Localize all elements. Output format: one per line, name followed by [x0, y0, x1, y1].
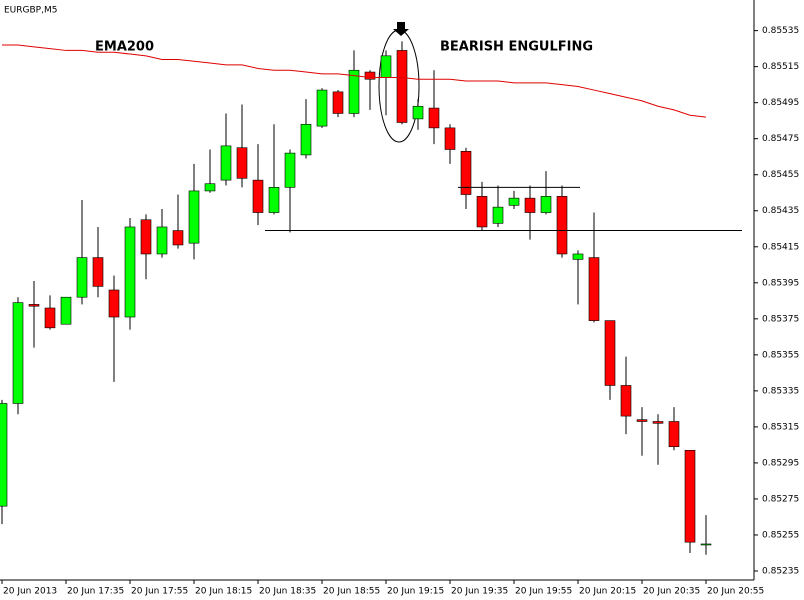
candle-body: [44, 307, 56, 329]
candle-body: [508, 197, 520, 206]
candle-body: [172, 230, 184, 246]
x-tick-label: 20 Jun 18:35: [259, 587, 316, 597]
x-tick-label: 20 Jun 20:15: [579, 587, 636, 597]
annotation: BEARISH ENGULFING: [440, 40, 593, 55]
candle-body: [140, 219, 152, 255]
candle-body: [12, 302, 24, 404]
candle-body: [0, 403, 8, 507]
candle-body: [268, 187, 280, 213]
candle-body: [620, 385, 632, 417]
candle-body: [236, 147, 248, 179]
candle-body: [652, 421, 664, 424]
candle-body: [252, 179, 264, 213]
x-tick-label: 20 Jun 19:15: [387, 587, 444, 597]
x-tick-label: 20 Jun 18:15: [195, 587, 252, 597]
candle-body: [332, 91, 344, 114]
candle-body: [28, 304, 40, 307]
candle-body: [348, 69, 360, 114]
candle-body: [284, 152, 296, 188]
y-tick-label: 0.85295: [762, 458, 799, 468]
candle-body: [396, 50, 408, 123]
candle-body: [220, 145, 232, 181]
candle-body: [92, 257, 104, 287]
candle-body: [636, 419, 648, 422]
x-tick-label: 20 Jun 20:55: [707, 587, 764, 597]
candle-body: [572, 253, 584, 260]
y-tick-label: 0.85315: [762, 422, 799, 432]
ema-label: EMA200: [95, 40, 154, 55]
candle-body: [556, 196, 568, 255]
candle-body: [76, 257, 88, 298]
y-tick-label: 0.85255: [762, 530, 799, 540]
candle-body: [700, 543, 712, 546]
candle-body: [604, 320, 616, 386]
y-tick-label: 0.85235: [762, 566, 799, 576]
x-tick-label: 20 Jun 17:35: [67, 587, 124, 597]
y-tick-label: 0.85475: [762, 134, 799, 144]
candle-body: [668, 421, 680, 448]
y-tick-label: 0.85495: [762, 98, 799, 108]
candle-body: [124, 226, 136, 318]
y-tick-label: 0.85515: [762, 62, 799, 72]
y-tick-label: 0.85415: [762, 242, 799, 252]
candle-body: [188, 190, 200, 244]
ema-line: [2, 44, 707, 118]
candle-body: [460, 151, 472, 195]
candle-body: [412, 105, 424, 120]
y-tick-label: 0.85395: [762, 278, 799, 288]
candle-body: [60, 296, 72, 325]
candle-body: [156, 226, 168, 255]
y-tick-label: 0.85275: [762, 494, 799, 504]
candle-body: [300, 123, 312, 156]
candle-body: [428, 107, 440, 129]
x-tick-label: 20 Jun 18:55: [323, 587, 380, 597]
candle-body: [380, 55, 392, 78]
candle-body: [108, 289, 120, 318]
x-tick-label: 20 Jun 19:55: [515, 587, 572, 597]
y-tick-label: 0.85375: [762, 314, 799, 324]
candle-body: [364, 71, 376, 80]
candle-body: [476, 196, 488, 228]
candle-body: [588, 257, 600, 321]
candle-body: [540, 196, 552, 213]
candle-body: [204, 183, 216, 192]
x-tick-label: 20 Jun 17:55: [131, 587, 188, 597]
x-tick-label: 20 Jun 20:35: [643, 587, 700, 597]
y-tick-label: 0.85435: [762, 206, 799, 216]
y-tick-label: 0.85535: [762, 26, 799, 36]
y-tick-label: 0.85335: [762, 386, 799, 396]
y-tick-label: 0.85355: [762, 350, 799, 360]
arrow: [393, 22, 409, 36]
x-tick-label: 20 Jun 2013: [3, 587, 57, 597]
x-tick-label: 20 Jun 19:35: [451, 587, 508, 597]
candle-body: [316, 89, 328, 127]
candle-body: [444, 127, 456, 150]
candle-body: [492, 206, 504, 224]
candle-body: [524, 197, 536, 213]
candle-body: [684, 450, 696, 543]
y-tick-label: 0.85455: [762, 170, 799, 180]
chart-title: EURGBP,M5: [4, 6, 57, 16]
